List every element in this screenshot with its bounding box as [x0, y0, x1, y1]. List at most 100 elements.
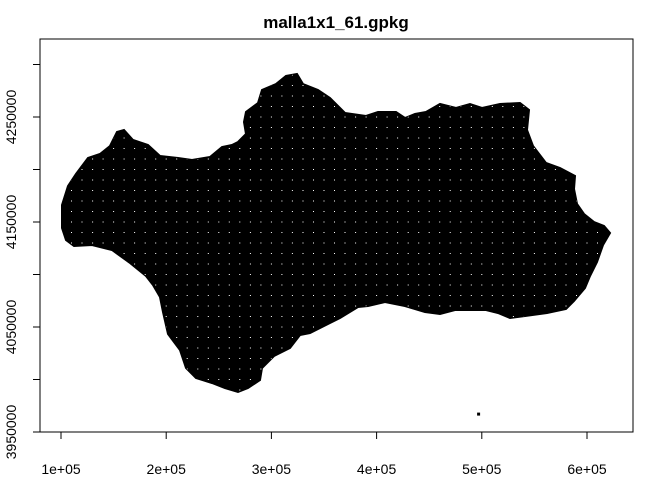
grid-cell-point — [228, 347, 230, 349]
grid-cell-point — [207, 232, 209, 233]
grid-cell-point — [249, 221, 251, 223]
grid-cell-point — [281, 242, 283, 244]
grid-cell-point — [544, 190, 546, 191]
grid-cell-point — [155, 169, 157, 170]
grid-cell-point — [249, 179, 251, 181]
grid-cell-point — [313, 211, 314, 212]
grid-cell-point — [155, 232, 157, 233]
grid-cell-point — [165, 200, 167, 202]
grid-cell-point — [418, 148, 420, 149]
grid-cell-point — [449, 305, 451, 307]
grid-cell-point — [197, 368, 199, 370]
grid-cell-point — [523, 190, 525, 191]
grid-cell-point — [260, 263, 262, 265]
grid-cell-point — [165, 274, 167, 275]
grid-cell-point — [165, 211, 167, 212]
grid-cell-point — [81, 232, 83, 233]
grid-cell-point — [554, 211, 556, 212]
grid-cell-point — [533, 179, 535, 181]
grid-cell-point — [554, 253, 556, 254]
grid-cell-point — [397, 274, 399, 275]
grid-cell-point — [502, 295, 504, 296]
grid-cell-point — [249, 253, 251, 254]
grid-cell-point — [355, 242, 357, 244]
grid-cell-point — [334, 263, 335, 265]
grid-cell-point — [249, 284, 251, 286]
grid-cell-point — [523, 158, 525, 160]
grid-cell-point — [113, 232, 115, 233]
grid-cell-point — [554, 200, 556, 202]
grid-cell-point — [449, 221, 451, 223]
grid-cell-point — [186, 347, 188, 349]
grid-cell-point — [439, 200, 441, 202]
grid-cell-point — [355, 137, 357, 139]
grid-cell-point — [439, 158, 441, 160]
grid-cell-point — [449, 232, 451, 233]
grid-cell-point — [81, 221, 83, 223]
grid-cell-point — [554, 263, 556, 265]
grid-cell-point — [302, 242, 304, 244]
grid-cell-point — [334, 169, 335, 170]
grid-cell-point — [144, 148, 146, 149]
grid-cell-point — [523, 137, 525, 139]
grid-cell-point — [218, 316, 220, 317]
grid-cell-point — [207, 242, 209, 244]
grid-cell-point — [323, 106, 325, 107]
grid-cell-point — [418, 211, 420, 212]
grid-cell-point — [323, 211, 325, 212]
grid-cell-point — [270, 116, 272, 118]
grid-cell-point — [428, 263, 430, 265]
grid-cell-point — [460, 148, 462, 149]
y-tick-label: 4150000 — [3, 195, 19, 250]
grid-cell-point — [418, 200, 420, 202]
grid-cell-point — [386, 253, 388, 254]
grid-cell-point — [565, 284, 567, 286]
grid-cell-point — [481, 169, 483, 170]
grid-cell-point — [323, 263, 325, 265]
grid-cell-point — [502, 190, 504, 191]
grid-cell-point — [228, 305, 230, 307]
grid-cell-point — [554, 169, 556, 170]
grid-cell-point — [270, 274, 272, 275]
grid-cell-point — [218, 242, 220, 244]
grid-cell-point — [218, 211, 220, 212]
grid-cell-point — [176, 305, 178, 307]
grid-cell-point — [302, 200, 304, 202]
grid-cell-point — [376, 284, 378, 286]
grid-cell-point — [365, 148, 367, 149]
grid-cell-point — [460, 211, 462, 212]
grid-cell-point — [439, 284, 441, 286]
grid-cell-point — [123, 232, 125, 233]
grid-cell-point — [460, 232, 462, 233]
grid-cell-point — [176, 263, 178, 265]
x-tick-label: 6e+05 — [567, 461, 607, 477]
grid-cell-point — [449, 148, 451, 149]
grid-cell-point — [386, 200, 388, 202]
grid-cell-point — [418, 232, 420, 233]
grid-cell-point — [207, 326, 209, 328]
grid-cell-point — [270, 106, 272, 107]
grid-cell-point — [386, 190, 388, 191]
grid-cell-point — [418, 242, 420, 244]
grid-cell-point — [533, 148, 535, 149]
grid-cell-point — [155, 190, 157, 191]
grid-cell-point — [291, 316, 293, 317]
grid-cell-point — [481, 211, 483, 212]
grid-cell-point — [123, 148, 125, 149]
grid-cell-point — [123, 211, 125, 212]
grid-cell-point — [397, 263, 399, 265]
grid-cell-point — [71, 211, 72, 212]
grid-cell-point — [165, 253, 167, 254]
grid-cell-point — [207, 305, 209, 307]
grid-cell-point — [207, 316, 209, 317]
grid-cell-point — [376, 232, 378, 233]
grid-cell-point — [102, 221, 104, 223]
grid-cell-point — [186, 305, 188, 307]
grid-cell-point — [407, 200, 409, 202]
grid-cell-point — [512, 127, 514, 128]
grid-cell-point — [228, 221, 230, 223]
grid-cell-point — [291, 211, 293, 212]
grid-cell-point — [491, 211, 493, 212]
grid-cell-point — [260, 284, 262, 286]
grid-cell-point — [302, 305, 304, 307]
